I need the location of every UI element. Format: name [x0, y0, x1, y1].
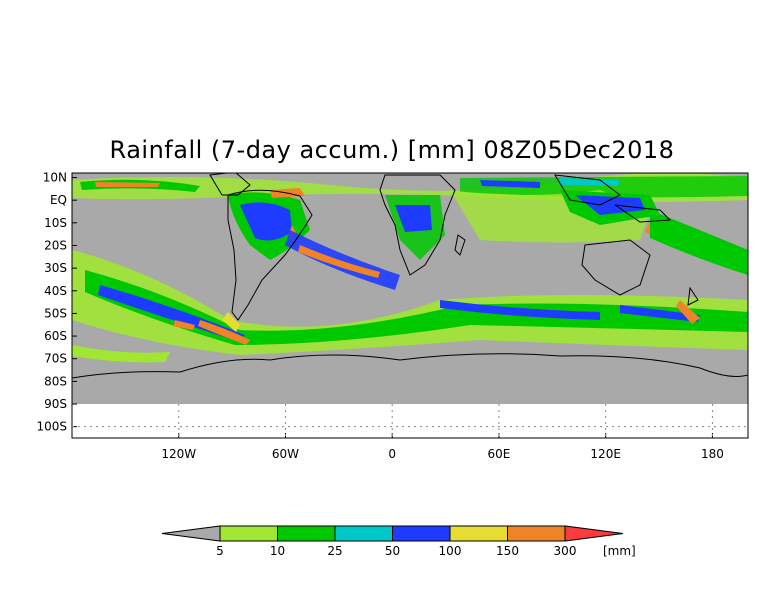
colorbar-box	[507, 525, 566, 542]
colorbar-box	[449, 525, 508, 542]
lat-tick-label: 90S	[44, 397, 67, 411]
lat-tick-label: 50S	[44, 306, 67, 320]
colorbar-unit: [mm]	[603, 544, 636, 558]
lat-tick-label: 60S	[44, 329, 67, 343]
colorbar-threshold-label: 50	[385, 544, 400, 558]
lat-tick-label: 40S	[44, 284, 67, 298]
lat-tick-label: 30S	[44, 261, 67, 275]
coastlines	[72, 173, 748, 379]
colorbar-box	[392, 525, 451, 542]
colorbar-threshold-label: 100	[439, 544, 462, 558]
colorbar-box	[277, 525, 336, 542]
lat-tick-label: 10S	[44, 216, 67, 230]
colorbar-under-triangle	[161, 525, 221, 542]
lon-tick-label: 0	[388, 447, 396, 461]
lat-tick-label: EQ	[50, 193, 67, 207]
lat-tick-label: 100S	[36, 420, 67, 434]
lon-tick-label: 120W	[161, 447, 196, 461]
colorbar-over-triangle	[564, 525, 624, 542]
colorbar-threshold-label: 150	[496, 544, 519, 558]
longitude-labels: 120W 60W 0 60E 120E 180	[161, 447, 724, 461]
lon-tick-label: 120E	[590, 447, 621, 461]
gridlines	[72, 177, 748, 438]
colorbar-threshold-label: 25	[327, 544, 342, 558]
lat-tick-label: 80S	[44, 374, 67, 388]
lat-tick-label: 10N	[43, 171, 67, 185]
map-frame	[71, 172, 749, 439]
colorbar-box	[219, 525, 278, 542]
colorbar-threshold-label: 10	[270, 544, 285, 558]
colorbar-box	[334, 525, 393, 542]
colorbar-threshold-label: 300	[554, 544, 577, 558]
colorbar-threshold-label: 5	[216, 544, 224, 558]
lon-tick-label: 60W	[272, 447, 299, 461]
lon-tick-label: 60E	[488, 447, 511, 461]
lat-tick-label: 70S	[44, 352, 67, 366]
latitude-labels: 10N EQ 10S 20S 30S 40S 50S 60S 70S 80S 90S 100S	[36, 171, 67, 434]
lat-tick-label: 20S	[44, 238, 67, 252]
lon-tick-label: 180	[701, 447, 724, 461]
map-title: Rainfall (7-day accum.) [mm] 08Z05Dec201…	[109, 136, 675, 164]
